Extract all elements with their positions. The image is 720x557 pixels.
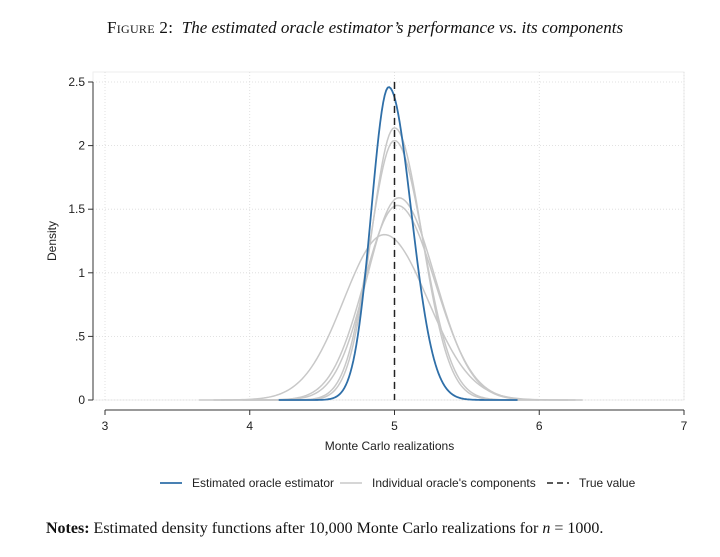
y-tick-label: .5 xyxy=(75,329,85,343)
y-tick-label: 1.5 xyxy=(68,202,85,216)
legend-label-oracle: Estimated oracle estimator xyxy=(192,476,334,490)
component-density-line xyxy=(199,233,583,401)
x-tick-label: 5 xyxy=(391,419,398,433)
y-tick-label: 2 xyxy=(78,139,85,153)
legend-label-true_value: True value xyxy=(579,476,636,490)
density-chart: 0 .5 1 1.5 2 2.5 Density 3 4 5 6 7 Monte Carlo reali… xyxy=(45,71,688,490)
x-tick-label: 7 xyxy=(681,419,688,433)
notes-variable: n xyxy=(542,520,551,537)
notes-label: Notes: xyxy=(46,520,90,537)
x-tick-label: 4 xyxy=(246,419,253,433)
x-axis-label: Monte Carlo realizations xyxy=(325,439,454,453)
notes-text: Estimated density functions after 10,000… xyxy=(93,520,543,537)
y-tick-label: 1 xyxy=(78,266,85,280)
axes: 0 .5 1 1.5 2 2.5 Density 3 4 5 6 7 Monte Carlo reali… xyxy=(45,75,688,453)
figure-title: The estimated oracle estimator’s perform… xyxy=(181,18,624,37)
x-tick-label: 3 xyxy=(102,419,109,433)
legend: Estimated oracle estimator Individual ora… xyxy=(160,476,636,490)
figure-caption: Figure 2: The estimated oracle estimator… xyxy=(0,18,720,38)
figure-label: Figure 2: xyxy=(106,18,174,37)
oracle-density-line xyxy=(278,86,518,401)
legend-label-component: Individual oracle's components xyxy=(372,476,536,490)
notes-text-end: = 1000. xyxy=(550,520,604,537)
grid-lines xyxy=(92,71,685,401)
x-tick-label: 6 xyxy=(536,419,543,433)
y-tick-label: 0 xyxy=(78,393,85,407)
y-axis-label: Density xyxy=(45,221,59,261)
density-curves xyxy=(199,82,583,401)
figure-notes: Notes: Estimated density functions after… xyxy=(46,520,706,538)
y-tick-label: 2.5 xyxy=(68,75,85,89)
